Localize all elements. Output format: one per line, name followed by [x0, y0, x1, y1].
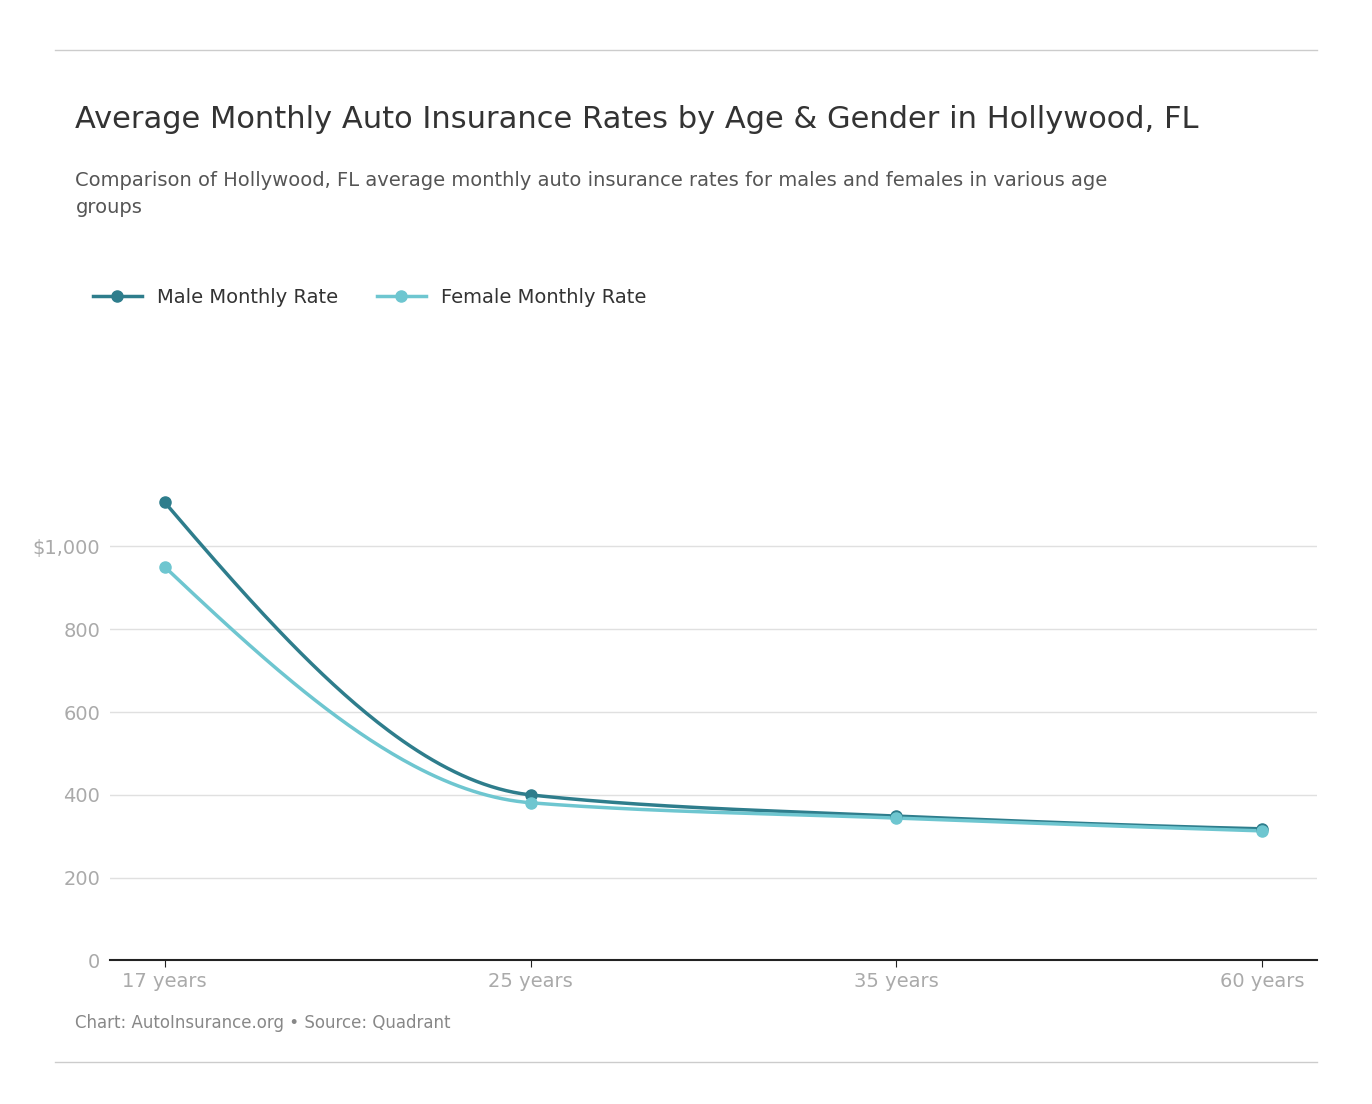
Text: Average Monthly Auto Insurance Rates by Age & Gender in Hollywood, FL: Average Monthly Auto Insurance Rates by …	[75, 105, 1199, 134]
Text: Comparison of Hollywood, FL average monthly auto insurance rates for males and f: Comparison of Hollywood, FL average mont…	[75, 171, 1107, 216]
Legend: Male Monthly Rate, Female Monthly Rate: Male Monthly Rate, Female Monthly Rate	[85, 280, 654, 315]
Text: Chart: AutoInsurance.org • Source: Quadrant: Chart: AutoInsurance.org • Source: Quadr…	[75, 1015, 451, 1032]
